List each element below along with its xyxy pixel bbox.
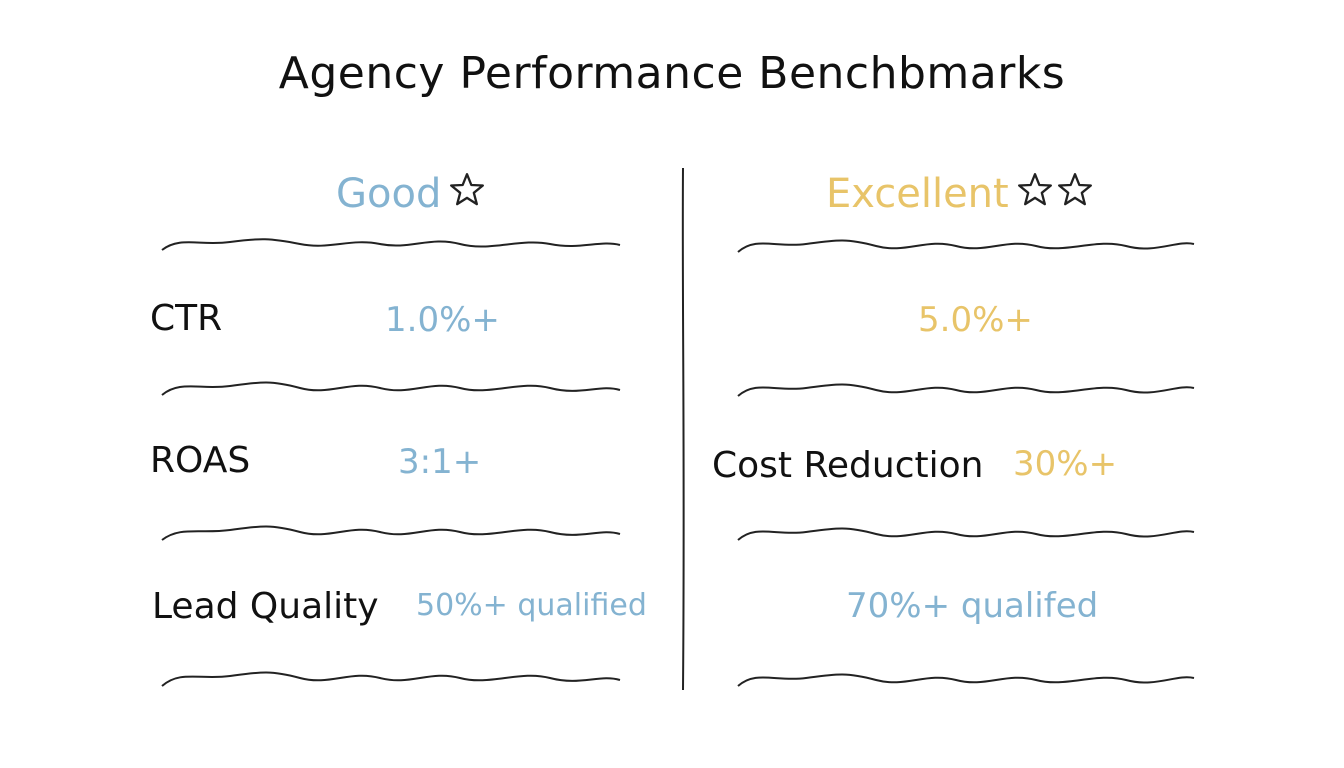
- excellent-value-cost-reduction: 30%+: [1013, 444, 1118, 484]
- outline-star-icon: [1057, 173, 1092, 206]
- metric-label-lead-quality: Lead Quality: [152, 586, 379, 627]
- right-rule-1: [737, 239, 1195, 253]
- metric-label-roas: ROAS: [150, 440, 251, 481]
- excellent-column-header: Excellent: [826, 170, 1095, 217]
- good-value-lead-quality: 50%+ qualified: [416, 588, 647, 623]
- left-rule-3: [161, 525, 621, 541]
- page-title: Agency Performance Benchbmarks: [278, 48, 1066, 99]
- left-rule-4: [161, 671, 621, 687]
- good-value-ctr: 1.0%+: [385, 300, 500, 340]
- good-value-roas: 3:1+: [398, 442, 482, 482]
- right-rule-4: [737, 673, 1195, 687]
- metric-label-ctr: CTR: [150, 298, 223, 339]
- column-divider: [681, 167, 685, 691]
- excellent-header-label: Excellent: [826, 171, 1009, 217]
- left-rule-1: [161, 238, 621, 251]
- right-rule-3: [737, 527, 1195, 541]
- excellent-value-lead-quality: 70%+ qualifed: [846, 586, 1099, 626]
- good-column-header: Good: [336, 170, 487, 217]
- outline-star-icon: [450, 173, 485, 206]
- good-header-label: Good: [336, 171, 442, 217]
- excellent-value-ctr: 5.0%+: [918, 300, 1033, 340]
- outline-star-icon: [1017, 173, 1052, 206]
- metric-label-cost-reduction: Cost Reduction: [712, 445, 984, 486]
- right-rule-2: [737, 383, 1195, 397]
- left-rule-2: [161, 381, 621, 396]
